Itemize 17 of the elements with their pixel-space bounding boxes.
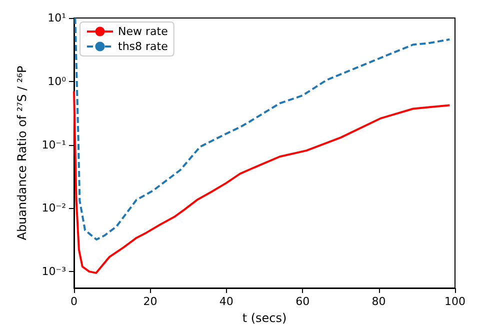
- x-axis-title: t (secs): [242, 311, 287, 325]
- x-tick-label: 80: [372, 295, 386, 308]
- y-axis-title: Abuandance Ratio of ²⁷S / ²⁶P: [15, 66, 29, 240]
- x-tick-label: 20: [143, 295, 158, 308]
- y-tick-label: 10⁻²: [42, 202, 66, 215]
- x-tick-label: 60: [296, 295, 310, 308]
- legend-label: New rate: [118, 25, 168, 38]
- y-tick-label: 10⁻¹: [42, 138, 66, 152]
- x-tick-label: 0: [70, 295, 78, 308]
- legend-label: ths8 rate: [118, 40, 168, 53]
- y-tick-label: 10⁻³: [42, 265, 66, 278]
- y-tick-label: 10⁰: [48, 74, 67, 88]
- line-series: [74, 17, 451, 241]
- y-tick-label: 10¹: [48, 12, 66, 24]
- line-series: [73, 90, 451, 274]
- x-tick-label: 40: [219, 295, 234, 308]
- x-tick-label: 100: [444, 295, 466, 308]
